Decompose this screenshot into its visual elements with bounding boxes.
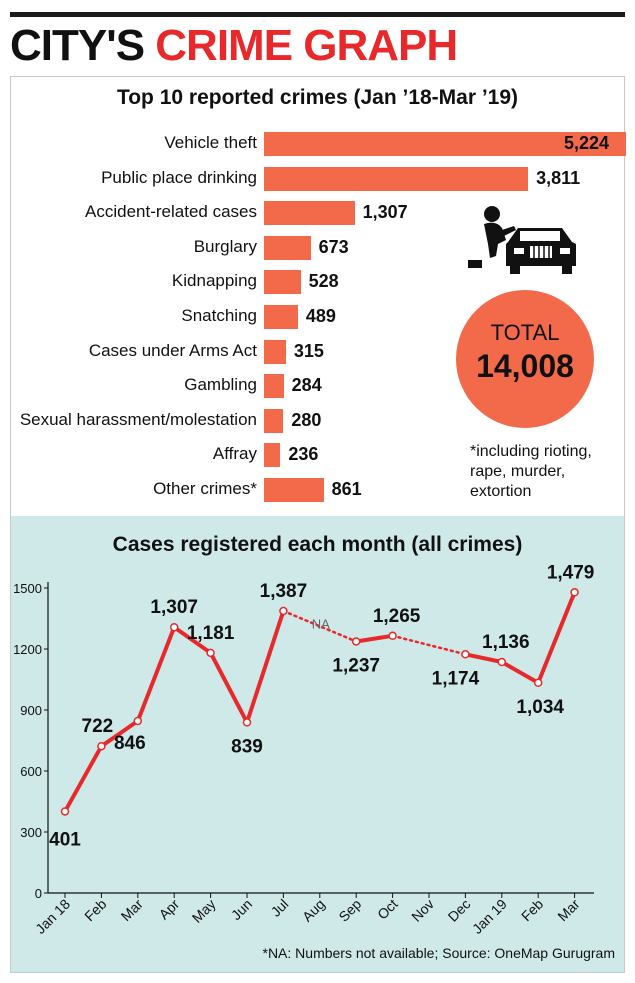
- total-badge: TOTAL 14,008: [456, 290, 594, 428]
- footnote: *including rioting, rape, murder, extort…: [470, 443, 592, 500]
- bar: [264, 408, 284, 433]
- source-note: *NA: Numbers not available; Source: OneM…: [262, 945, 616, 961]
- bar-value-label: 315: [293, 340, 324, 361]
- bar-category-label: Burglary: [193, 236, 257, 256]
- bar: [264, 166, 529, 191]
- bar-category-label: Snatching: [181, 306, 257, 325]
- bar-category-label: Affray: [212, 444, 257, 464]
- car-theft-icon: [468, 206, 576, 274]
- bar: [264, 478, 324, 502]
- bar-value-label: 861: [331, 479, 362, 499]
- bar-value-label: 236: [288, 444, 319, 465]
- bar: [264, 305, 298, 329]
- bar: [264, 443, 281, 468]
- bar-chart-title: Top 10 reported crimes (Jan ’18-Mar ’19): [116, 86, 519, 109]
- top-rule: [10, 12, 625, 17]
- bar: [264, 132, 626, 156]
- bar-value-label: 528: [308, 271, 339, 292]
- bar-value-label: 673: [318, 236, 349, 257]
- bar-value-label: 284: [291, 375, 322, 396]
- title-part-2: CRIME GRAPH: [155, 21, 458, 70]
- total-label: TOTAL: [490, 320, 560, 345]
- bar-category-label: Cases under Arms Act: [88, 340, 257, 360]
- bar-value-label: 280: [291, 409, 322, 430]
- monthly-cases-panel: [10, 516, 625, 973]
- bar: [264, 235, 311, 260]
- bar: [264, 339, 286, 364]
- bar: [264, 270, 301, 295]
- title-part-1: CITY'S: [10, 21, 145, 70]
- bar-value-label: 5,224: [564, 133, 610, 153]
- line-chart-title: Cases registered each month (all crimes): [112, 533, 523, 556]
- bar-category-label: Gambling: [184, 375, 257, 395]
- bar: [264, 201, 355, 226]
- bar-category-label: Accident-related cases: [85, 202, 257, 222]
- bar-value-label: 489: [305, 306, 336, 326]
- bar-category-label: Vehicle theft: [164, 133, 257, 152]
- bar-category-label: Other crimes*: [153, 479, 257, 498]
- bar-category-label: Kidnapping: [171, 271, 257, 291]
- bar: [264, 374, 284, 399]
- bar-value-label: 3,811: [536, 167, 581, 188]
- bar-value-label: 1,307: [362, 202, 408, 223]
- bar-category-label: Sexual harassment/molestation: [19, 409, 257, 429]
- total-value: 14,008: [476, 348, 574, 384]
- page-title: CITY'S CRIME GRAPH: [10, 20, 458, 72]
- bar-category-label: Public place drinking: [101, 167, 257, 187]
